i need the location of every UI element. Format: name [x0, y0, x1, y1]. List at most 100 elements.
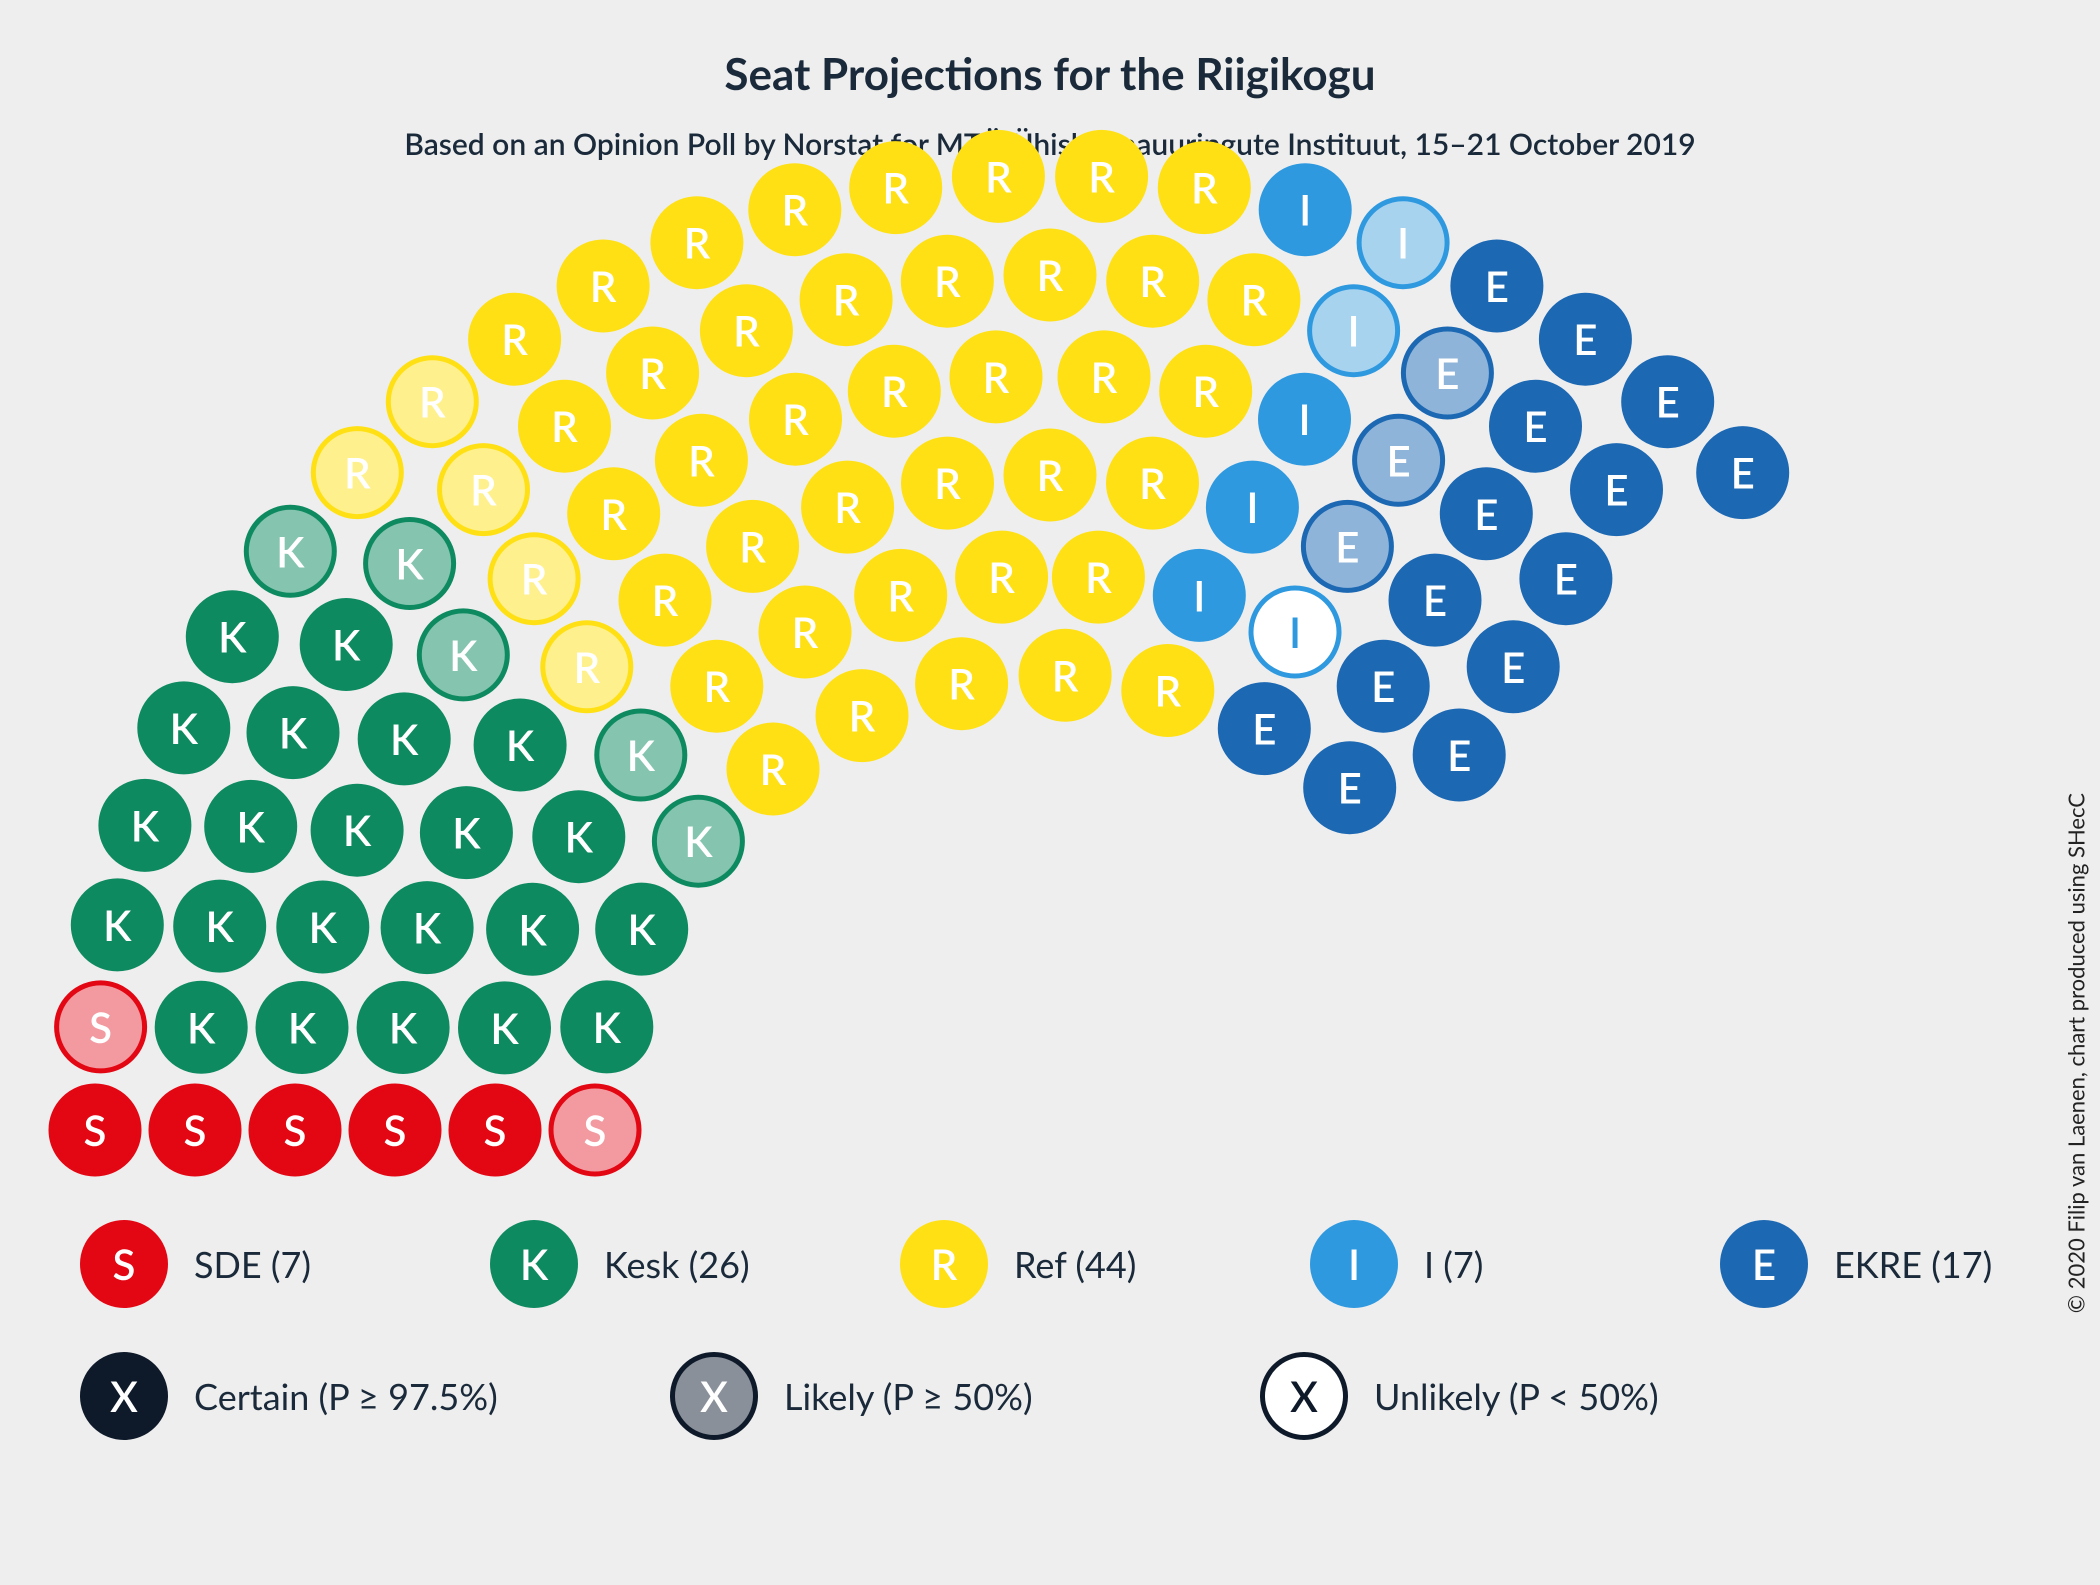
legend-label-E: EKRE (17)	[1834, 1242, 1992, 1286]
seat-E: E	[1391, 556, 1479, 644]
seat-R: R	[1006, 231, 1094, 319]
svg-text:K: K	[413, 903, 442, 953]
seat-E: E	[1492, 382, 1580, 470]
svg-text:S: S	[584, 1105, 607, 1155]
svg-text:R: R	[1139, 256, 1166, 306]
legend-certainty-label-1: Likely (P ≥ 50%)	[784, 1374, 1033, 1418]
seat-I: I	[1261, 375, 1349, 463]
legend-certainty-item-1: XLikely (P ≥ 50%)	[670, 1352, 1150, 1440]
svg-text:K: K	[449, 630, 478, 680]
seat-R: R	[751, 166, 839, 254]
svg-text:R: R	[1139, 458, 1166, 508]
seat-R: R	[1210, 256, 1298, 344]
seat-R: R	[857, 551, 945, 639]
svg-text:E: E	[1523, 401, 1547, 451]
seat-R: R	[570, 470, 658, 558]
svg-text:I: I	[1348, 306, 1360, 356]
svg-text:R: R	[1037, 450, 1064, 500]
svg-text:R: R	[849, 691, 876, 741]
svg-text:I: I	[1298, 394, 1310, 444]
seat-R: R	[702, 287, 790, 375]
seat-R: R	[1021, 631, 1109, 719]
svg-text:K: K	[288, 1003, 317, 1053]
svg-text:S: S	[84, 1105, 107, 1155]
seat-K: K	[476, 701, 564, 789]
svg-text:I: I	[1246, 482, 1258, 532]
legend-swatch-S: S	[80, 1220, 168, 1308]
svg-text:R: R	[652, 575, 679, 625]
svg-text:R: R	[988, 552, 1015, 602]
svg-text:E: E	[1656, 377, 1680, 427]
seat-R: R	[952, 333, 1040, 421]
svg-text:R: R	[419, 377, 446, 427]
seat-E: E	[1403, 329, 1491, 417]
seat-R: R	[313, 429, 401, 517]
svg-text:R: R	[760, 744, 787, 794]
svg-text:R: R	[501, 314, 528, 364]
svg-text:E: E	[1435, 348, 1459, 398]
svg-text:R: R	[781, 185, 808, 235]
svg-text:K: K	[565, 812, 594, 862]
svg-text:E: E	[1554, 554, 1578, 604]
seat-R: R	[852, 144, 940, 232]
seat-I: I	[1310, 287, 1398, 375]
seat-K: K	[157, 983, 245, 1071]
svg-text:K: K	[506, 720, 535, 770]
svg-text:I: I	[1193, 570, 1205, 620]
legend-swatch-K: K	[490, 1220, 578, 1308]
svg-text:K: K	[518, 904, 547, 954]
seat-R: R	[752, 375, 840, 463]
seat-R: R	[818, 672, 906, 760]
legend-label-R: Ref (44)	[1014, 1242, 1136, 1286]
svg-text:R: R	[1052, 650, 1079, 700]
svg-text:S: S	[484, 1105, 507, 1155]
seat-R: R	[521, 382, 609, 470]
svg-text:R: R	[985, 151, 1012, 201]
svg-text:K: K	[332, 620, 361, 670]
svg-text:E: E	[1604, 465, 1628, 515]
seat-K: K	[176, 882, 264, 970]
seat-E: E	[1442, 470, 1530, 558]
seat-E: E	[1415, 711, 1503, 799]
seat-S: S	[451, 1086, 539, 1174]
svg-text:R: R	[792, 607, 819, 657]
svg-text:K: K	[131, 800, 160, 850]
seat-K: K	[101, 781, 189, 869]
seat-K: K	[383, 884, 471, 972]
svg-text:E: E	[1447, 730, 1471, 780]
seat-R: R	[471, 295, 559, 383]
svg-text:E: E	[1386, 435, 1410, 485]
seat-R: R	[440, 446, 528, 534]
seat-K: K	[535, 793, 623, 881]
seat-R: R	[1160, 144, 1248, 232]
seat-E: E	[1355, 416, 1443, 504]
legend: SSDE (7)KKesk (26)RRef (44)II (7)EEKRE (…	[80, 1220, 2100, 1484]
seat-E: E	[1699, 429, 1787, 517]
seat-R: R	[1124, 647, 1212, 735]
seat-R: R	[673, 642, 761, 730]
svg-text:S: S	[89, 1002, 112, 1052]
svg-text:R: R	[833, 275, 860, 325]
seat-I: I	[1261, 166, 1349, 254]
svg-text:K: K	[628, 904, 657, 954]
legend-certainty-label-2: Unlikely (P < 50%)	[1374, 1374, 1659, 1418]
legend-swatch-I: I	[1310, 1220, 1398, 1308]
seat-E: E	[1303, 502, 1391, 590]
svg-text:K: K	[279, 708, 308, 758]
seat-I: I	[1251, 588, 1339, 676]
seat-R: R	[1109, 237, 1197, 325]
seat-K: K	[366, 520, 454, 608]
svg-text:R: R	[934, 458, 961, 508]
seat-K: K	[419, 611, 507, 699]
svg-text:I: I	[1397, 218, 1409, 268]
seat-R: R	[850, 347, 938, 435]
seat-R: R	[903, 237, 991, 325]
seat-R: R	[802, 256, 890, 344]
svg-text:S: S	[184, 1105, 207, 1155]
seat-S: S	[351, 1086, 439, 1174]
svg-text:K: K	[170, 703, 199, 753]
seat-R: R	[761, 588, 849, 676]
seat-R: R	[1058, 132, 1146, 220]
seat-E: E	[1469, 623, 1557, 711]
seat-R: R	[490, 535, 578, 623]
